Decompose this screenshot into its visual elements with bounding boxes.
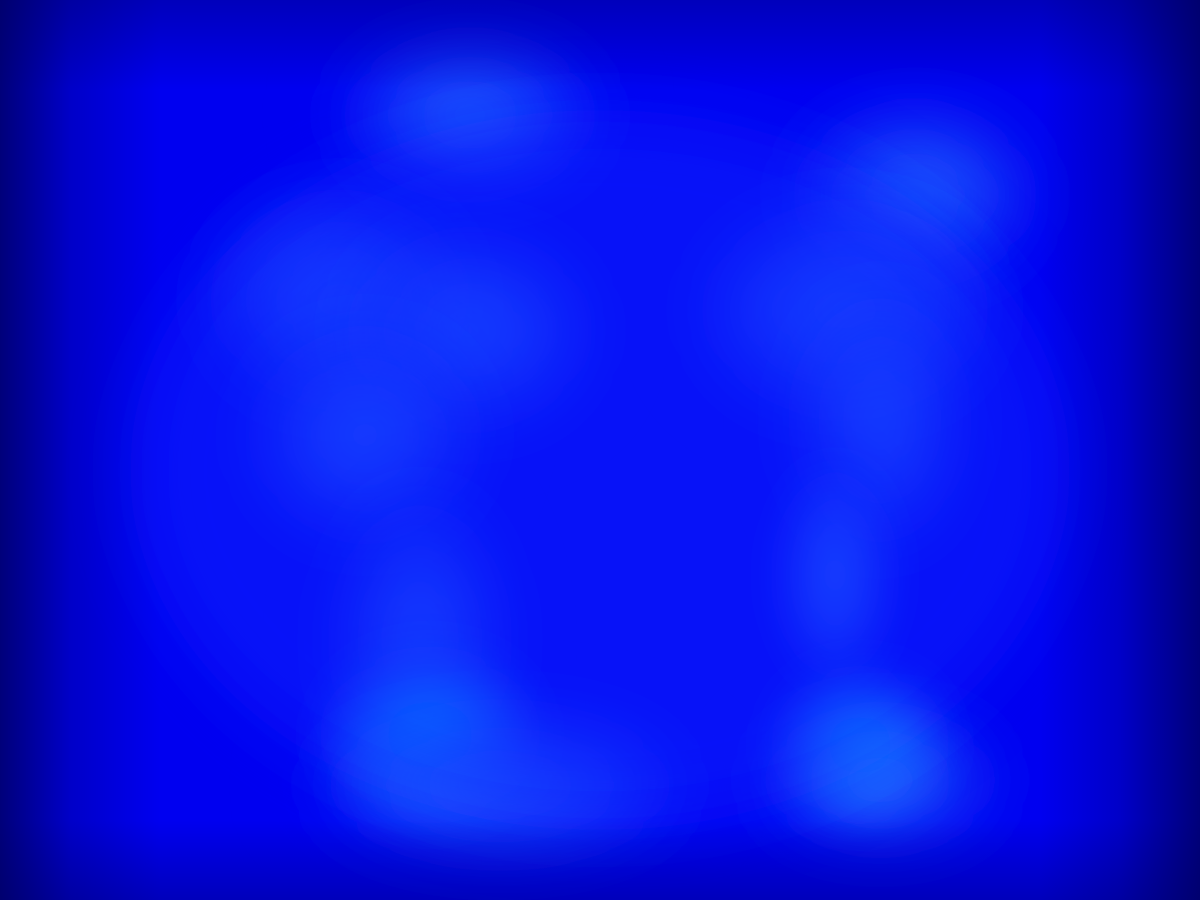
ambient-haze-main: [130, 110, 1070, 830]
ambient-haze: [130, 110, 1070, 830]
